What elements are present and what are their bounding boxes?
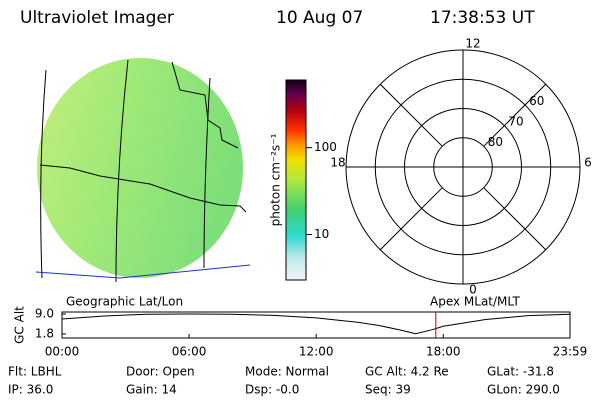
time: 17:38:53 UT (430, 8, 535, 28)
status-field: Gain: 14 (126, 383, 177, 397)
map-title: Geographic Lat/Lon (66, 295, 183, 309)
status-field: Door: Open (126, 365, 195, 379)
polar-spoke (379, 83, 443, 147)
x-tick-label: 18:00 (426, 345, 461, 359)
polar-ring-label: 70 (508, 114, 523, 128)
colorbar-label: photon cm⁻²s⁻¹ (269, 133, 283, 226)
mlt-label: 18 (330, 156, 345, 170)
polar-spoke (483, 187, 547, 251)
polar-ring-label: 80 (488, 135, 503, 149)
colorbar-tick-label: 10 (314, 227, 329, 241)
polar-spoke (379, 187, 443, 251)
polar-title: Apex MLat/MLT (430, 295, 520, 309)
x-tick-label: 00:00 (45, 345, 80, 359)
colorbar-tick-label: 100 (314, 140, 337, 154)
status-field: GC Alt: 4.2 Re (365, 365, 449, 379)
status-field: IP: 36.0 (8, 383, 53, 397)
altitude-line (61, 313, 571, 335)
mlt-label: 6 (584, 156, 592, 170)
mlt-label: 0 (469, 283, 477, 297)
y-tick-label: 1.8 (35, 327, 54, 341)
instrument: Ultraviolet Imager (20, 8, 174, 28)
status-field: Seq: 39 (365, 383, 411, 397)
status-field: GLat: -31.8 (487, 365, 554, 379)
x-tick-label: 23:59 (553, 345, 588, 359)
status-field: Flt: LBHL (8, 365, 62, 379)
y-label: GC Alt (13, 306, 27, 344)
status-field: GLon: 290.0 (487, 383, 560, 397)
earth-image (35, 58, 251, 283)
y-tick-label: 9.0 (35, 307, 54, 321)
polar-spoke (483, 83, 547, 147)
mlt-label: 12 (465, 37, 480, 51)
x-tick-label: 12:00 (299, 345, 334, 359)
x-tick-label: 06:00 (172, 345, 207, 359)
polar-ring-label: 60 (529, 94, 544, 108)
status-field: Dsp: -0.0 (245, 383, 299, 397)
date: 10 Aug 07 (276, 8, 363, 28)
status-field: Mode: Normal (245, 365, 329, 379)
colorbar (285, 79, 307, 281)
